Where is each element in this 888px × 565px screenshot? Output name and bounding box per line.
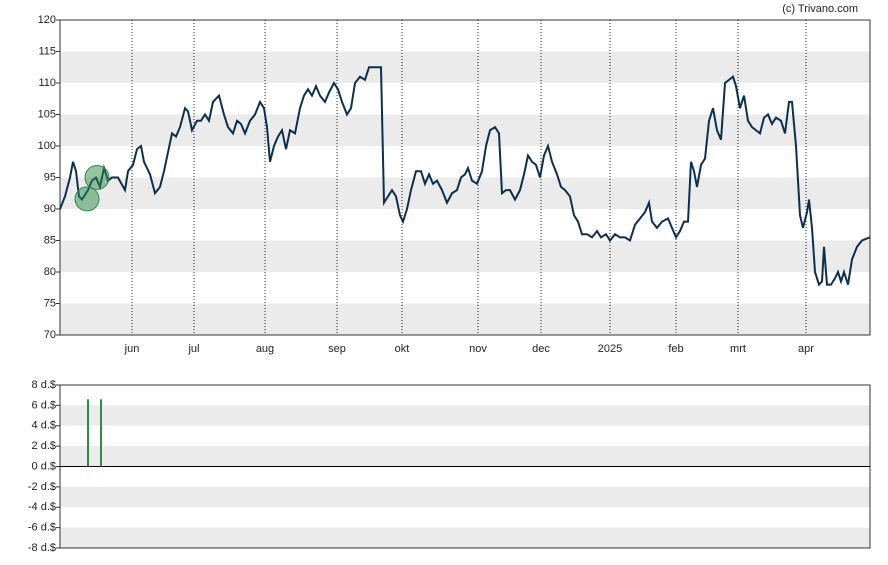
copyright: (c) Trivano.com [782, 3, 858, 15]
y-tick-label: 110 [38, 77, 56, 89]
y-tick-label: 6 d.$ [32, 399, 56, 411]
x-tick-label: apr [798, 343, 814, 355]
y-tick-label: 90 [44, 203, 56, 215]
y-tick-label: 120 [38, 14, 56, 26]
band [60, 486, 870, 508]
dividend-marker [84, 165, 110, 190]
y-tick-label: 2 d.$ [32, 440, 56, 452]
band [60, 177, 870, 209]
x-tick-label: feb [668, 343, 683, 355]
y-tick-label: -4 d.$ [28, 501, 56, 513]
band [60, 527, 870, 548]
x-tick-label: sep [328, 343, 346, 355]
y-tick-label: -6 d.$ [28, 522, 56, 534]
bar [87, 399, 89, 467]
y-tick-label: 80 [44, 266, 56, 278]
y-tick-label: 100 [38, 140, 56, 152]
y-tick-label: 75 [44, 297, 56, 309]
x-tick-label: aug [256, 343, 274, 355]
bar [100, 399, 102, 467]
band [60, 51, 870, 83]
dividend-marker [74, 186, 100, 212]
x-tick-label: 2025 [598, 343, 622, 355]
x-tick-label: mrt [730, 343, 746, 355]
frame [59, 19, 871, 336]
y-tick-label: -8 d.$ [28, 542, 56, 554]
y-tick-label: 70 [44, 329, 56, 341]
y-tick-label: 4 d.$ [32, 420, 56, 432]
y-tick-label: -2 d.$ [28, 481, 56, 493]
y-tick-label: 95 [44, 171, 56, 183]
y-tick-label: 85 [44, 234, 56, 246]
x-tick-label: jun [124, 343, 140, 355]
band [60, 446, 870, 467]
price-line [59, 66, 871, 287]
y-tick-label: 115 [38, 45, 56, 57]
band [60, 303, 870, 335]
x-tick-label: jul [187, 343, 199, 355]
y-tick-label: 8 d.$ [32, 379, 56, 391]
x-tick-label: nov [469, 343, 487, 355]
y-tick-label: 105 [38, 108, 56, 120]
y-tick-label: 0 d.$ [32, 460, 56, 472]
band [60, 405, 870, 426]
band [60, 240, 870, 272]
x-tick-label: okt [395, 343, 410, 355]
x-tick-label: dec [532, 343, 550, 355]
band [60, 114, 870, 146]
